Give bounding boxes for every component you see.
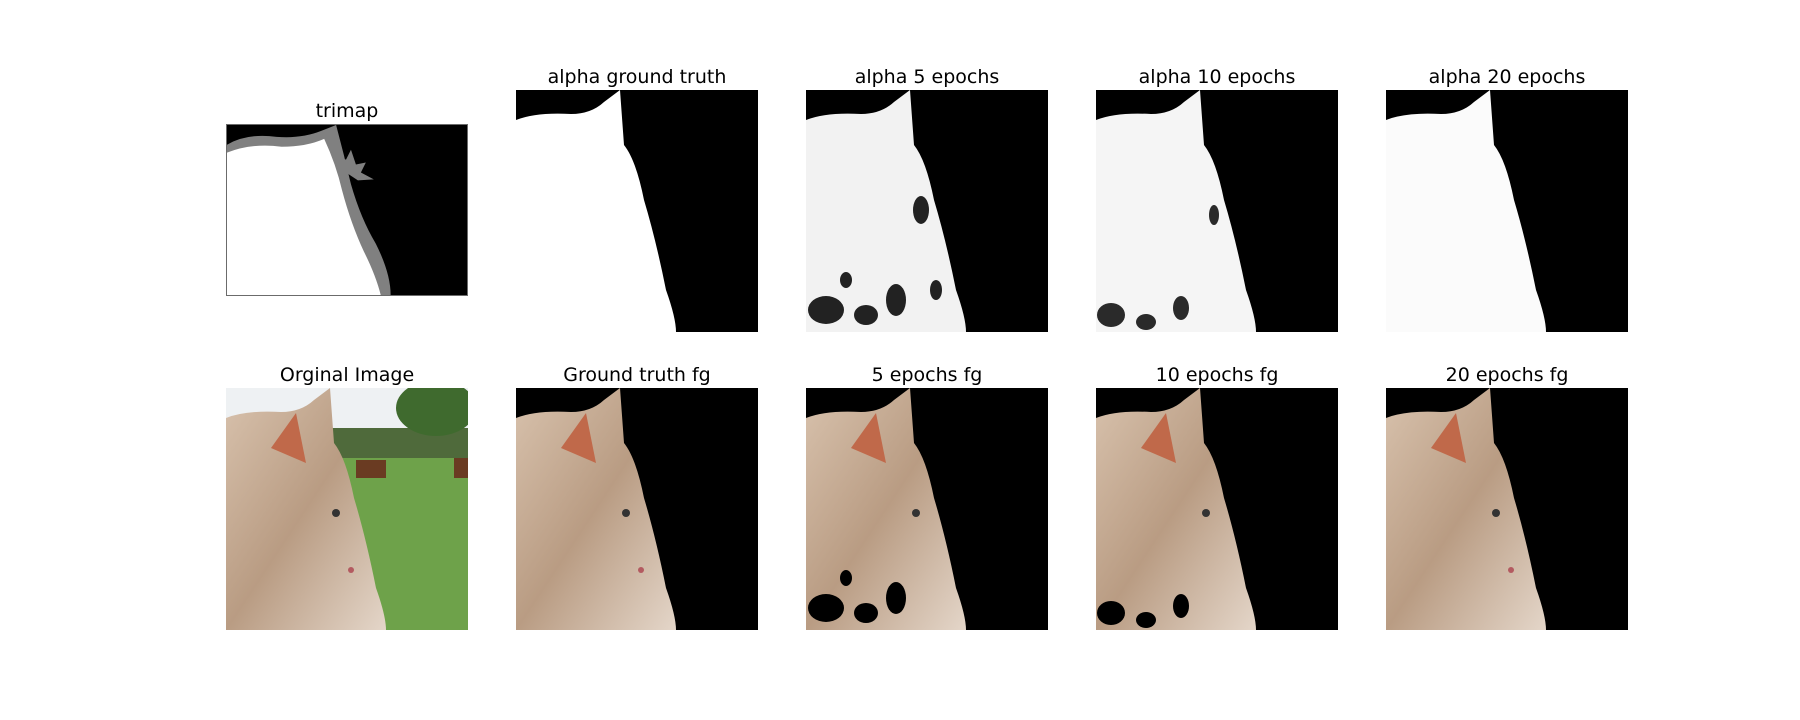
panel-title: alpha 20 epochs	[1428, 66, 1586, 88]
panel-title: trimap	[315, 100, 379, 122]
trimap-image	[226, 124, 468, 296]
panel-title: 20 epochs fg	[1445, 364, 1569, 386]
alpha-ground-truth-image	[516, 90, 758, 332]
panel-title: 5 epochs fg	[871, 364, 983, 386]
panel-title: alpha 10 epochs	[1138, 66, 1296, 88]
5-epochs-fg-image	[806, 388, 1048, 630]
10-epochs-fg-image	[1096, 388, 1338, 630]
panel-title: Orginal Image	[279, 364, 415, 386]
panel-title: Ground truth fg	[563, 364, 711, 386]
panel-title: alpha ground truth	[547, 66, 727, 88]
panel-title: alpha 5 epochs	[854, 66, 1000, 88]
alpha-5-epochs-image	[806, 90, 1048, 332]
alpha-10-epochs-image	[1096, 90, 1338, 332]
original-image	[226, 388, 468, 630]
alpha-20-epochs-image	[1386, 90, 1628, 332]
panel-title: 10 epochs fg	[1155, 364, 1279, 386]
20-epochs-fg-image	[1386, 388, 1628, 630]
ground-truth-fg-image	[516, 388, 758, 630]
